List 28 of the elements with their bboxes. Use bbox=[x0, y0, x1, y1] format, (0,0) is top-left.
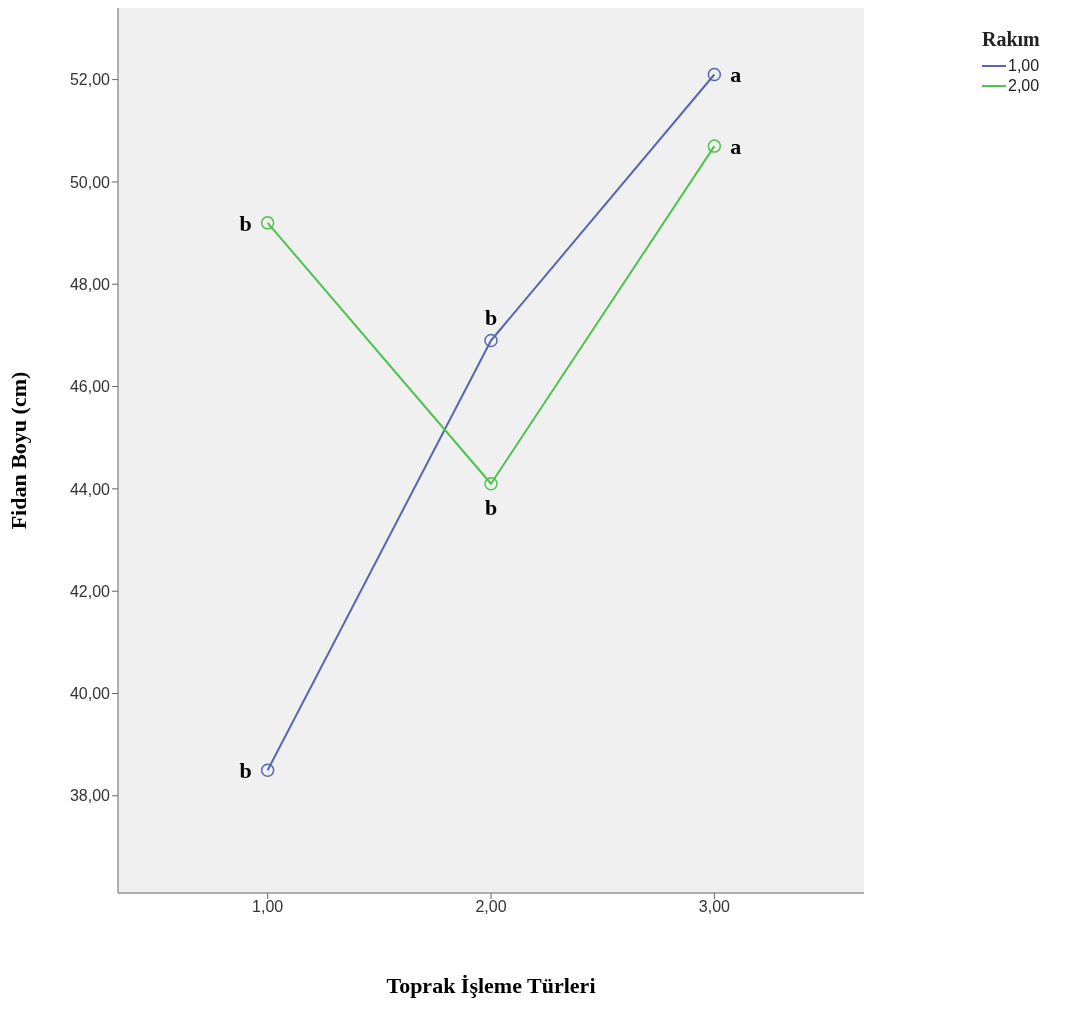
legend-label: 2,00 bbox=[1008, 77, 1040, 95]
point bbox=[707, 67, 722, 82]
point bbox=[484, 477, 498, 491]
annotation: b bbox=[484, 304, 498, 330]
legend-title: Rakım bbox=[982, 28, 1041, 51]
y-tick-label: 50,00 bbox=[69, 173, 111, 191]
annotation: b bbox=[484, 495, 498, 521]
annotation: b bbox=[239, 210, 252, 236]
x-axis-title: Toprak İşleme Türleri bbox=[386, 973, 596, 998]
point bbox=[260, 763, 275, 777]
point bbox=[260, 216, 275, 230]
annotation: a bbox=[730, 133, 742, 159]
point bbox=[484, 333, 498, 348]
y-tick-label: 42,00 bbox=[69, 582, 111, 600]
annotation: a bbox=[730, 62, 742, 88]
y-tick-label: 46,00 bbox=[69, 378, 111, 396]
x-tick-label: 1,00 bbox=[252, 898, 284, 916]
y-tick-label: 52,00 bbox=[69, 71, 111, 89]
annotation: b bbox=[239, 758, 252, 784]
y-tick-label: 48,00 bbox=[69, 275, 111, 293]
legend-label: 1,00 bbox=[1008, 57, 1040, 75]
x-tick-label: 2,00 bbox=[475, 898, 507, 916]
y-tick-label: 44,00 bbox=[69, 480, 111, 498]
x-tick-label: 3,00 bbox=[698, 898, 731, 916]
y-axis-title: Fidan Boyu (cm) bbox=[5, 371, 31, 530]
y-tick-label: 40,00 bbox=[69, 685, 111, 703]
y-tick-label: 38,00 bbox=[69, 787, 111, 805]
point bbox=[707, 139, 722, 153]
